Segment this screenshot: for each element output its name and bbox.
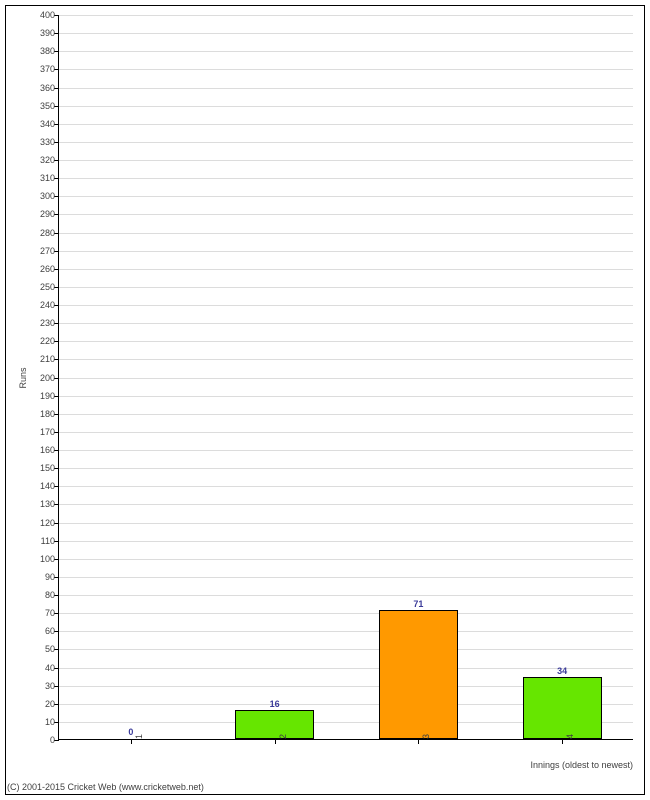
y-tick-label: 230: [40, 318, 59, 328]
gridline: [59, 559, 633, 560]
y-tick-label: 190: [40, 391, 59, 401]
y-axis-title: Runs: [18, 367, 28, 388]
y-tick-label: 130: [40, 499, 59, 509]
y-tick-label: 170: [40, 427, 59, 437]
y-tick-label: 270: [40, 246, 59, 256]
gridline: [59, 160, 633, 161]
x-axis-title: Innings (oldest to newest): [530, 760, 633, 770]
x-tick-mark: [131, 739, 132, 744]
gridline: [59, 69, 633, 70]
y-tick-label: 250: [40, 282, 59, 292]
y-tick-label: 10: [45, 717, 59, 727]
y-tick-label: 30: [45, 681, 59, 691]
gridline: [59, 305, 633, 306]
y-tick-label: 240: [40, 300, 59, 310]
gridline: [59, 142, 633, 143]
y-tick-label: 280: [40, 228, 59, 238]
x-tick-label: 2: [272, 734, 288, 739]
y-tick-label: 120: [40, 518, 59, 528]
gridline: [59, 51, 633, 52]
bar-value-label: 71: [413, 599, 423, 611]
y-tick-label: 40: [45, 663, 59, 673]
gridline: [59, 15, 633, 16]
gridline: [59, 214, 633, 215]
gridline: [59, 649, 633, 650]
y-tick-label: 180: [40, 409, 59, 419]
y-tick-label: 290: [40, 209, 59, 219]
y-tick-label: 100: [40, 554, 59, 564]
gridline: [59, 287, 633, 288]
bar-value-label: 34: [557, 666, 567, 678]
y-tick-label: 140: [40, 481, 59, 491]
y-tick-label: 210: [40, 354, 59, 364]
gridline: [59, 450, 633, 451]
y-tick-label: 150: [40, 463, 59, 473]
y-tick-label: 340: [40, 119, 59, 129]
y-tick-label: 90: [45, 572, 59, 582]
y-tick-label: 200: [40, 373, 59, 383]
y-tick-label: 330: [40, 137, 59, 147]
bar: 34: [523, 677, 602, 739]
gridline: [59, 233, 633, 234]
y-tick-label: 160: [40, 445, 59, 455]
gridline: [59, 124, 633, 125]
gridline: [59, 631, 633, 632]
y-tick-label: 220: [40, 336, 59, 346]
y-tick-label: 320: [40, 155, 59, 165]
bar-value-label: 16: [270, 699, 280, 711]
x-tick-mark: [418, 739, 419, 744]
y-tick-label: 390: [40, 28, 59, 38]
gridline: [59, 595, 633, 596]
y-tick-label: 60: [45, 626, 59, 636]
x-tick-label: 4: [559, 734, 575, 739]
y-tick-label: 80: [45, 590, 59, 600]
y-tick-label: 370: [40, 64, 59, 74]
gridline: [59, 523, 633, 524]
gridline: [59, 432, 633, 433]
gridline: [59, 577, 633, 578]
gridline: [59, 359, 633, 360]
y-tick-label: 110: [41, 536, 59, 546]
y-tick-label: 260: [40, 264, 59, 274]
x-tick-mark: [562, 739, 563, 744]
x-tick-label: 1: [128, 734, 144, 739]
y-tick-label: 310: [40, 173, 59, 183]
y-tick-label: 360: [40, 83, 59, 93]
gridline: [59, 269, 633, 270]
y-tick-label: 0: [50, 735, 59, 745]
gridline: [59, 106, 633, 107]
plot-area: 0102030405060708090100110120130140150160…: [58, 15, 633, 740]
y-tick-label: 380: [40, 46, 59, 56]
gridline: [59, 178, 633, 179]
y-tick-label: 350: [40, 101, 59, 111]
gridline: [59, 88, 633, 89]
y-tick-label: 400: [40, 10, 59, 20]
y-tick-label: 50: [45, 644, 59, 654]
gridline: [59, 414, 633, 415]
gridline: [59, 668, 633, 669]
gridline: [59, 251, 633, 252]
gridline: [59, 486, 633, 487]
gridline: [59, 468, 633, 469]
gridline: [59, 33, 633, 34]
gridline: [59, 378, 633, 379]
y-tick-label: 300: [40, 191, 59, 201]
gridline: [59, 396, 633, 397]
gridline: [59, 541, 633, 542]
gridline: [59, 196, 633, 197]
x-tick-mark: [275, 739, 276, 744]
gridline: [59, 504, 633, 505]
y-tick-label: 20: [45, 699, 59, 709]
gridline: [59, 323, 633, 324]
x-tick-label: 3: [415, 734, 431, 739]
gridline: [59, 613, 633, 614]
bar: 71: [379, 610, 458, 739]
copyright-text: (C) 2001-2015 Cricket Web (www.cricketwe…: [7, 782, 204, 792]
y-tick-label: 70: [45, 608, 59, 618]
gridline: [59, 341, 633, 342]
